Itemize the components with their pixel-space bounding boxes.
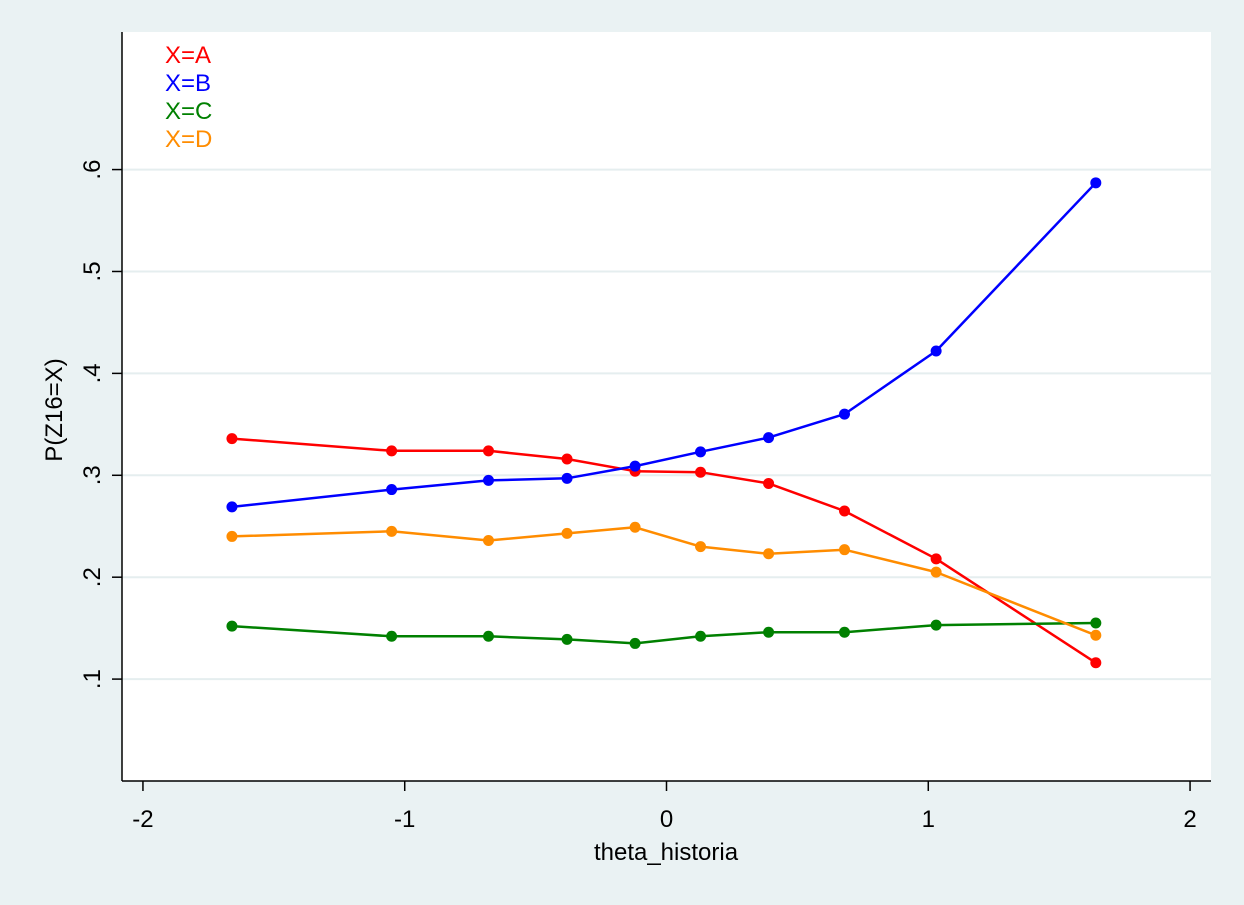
data-point <box>629 521 641 533</box>
series-x-c <box>226 617 1102 649</box>
data-point <box>226 433 238 445</box>
grid-lines <box>122 168 1211 681</box>
legend-entry: X=C <box>165 98 212 125</box>
series-line <box>231 526 1097 637</box>
series-layer <box>226 177 1102 669</box>
axes-ticks: .1 .2 .3 .4 .5 .6 -2 -1 0 1 2 <box>79 160 1197 833</box>
data-point <box>930 345 942 357</box>
y-tick-label: .2 <box>79 567 106 587</box>
series-line <box>231 621 1096 645</box>
data-point <box>839 544 851 556</box>
x-tick-label: 0 <box>660 806 673 833</box>
y-tick-label: .5 <box>79 261 106 281</box>
legend-entry: X=B <box>165 70 211 97</box>
series-x-b <box>226 177 1102 513</box>
data-point <box>1090 177 1102 189</box>
data-point <box>763 626 775 638</box>
series-line <box>231 181 1097 509</box>
data-point <box>1090 657 1102 669</box>
data-point <box>561 633 573 645</box>
data-point <box>839 408 851 420</box>
data-point <box>763 548 775 560</box>
data-point <box>226 501 238 513</box>
x-tick-label: -2 <box>132 806 153 833</box>
data-point <box>763 432 775 444</box>
y-tick-label: .6 <box>79 160 106 180</box>
data-point <box>629 637 641 649</box>
data-point <box>695 541 707 553</box>
data-point <box>386 630 398 642</box>
data-point <box>1090 617 1102 629</box>
data-point <box>1090 629 1102 641</box>
legend: X=AX=BX=CX=D <box>165 42 212 153</box>
data-point <box>930 566 942 578</box>
data-point <box>930 553 942 565</box>
data-point <box>695 630 707 642</box>
legend-entry: X=D <box>165 126 212 153</box>
data-point <box>561 527 573 539</box>
data-point <box>226 530 238 542</box>
series-x-d <box>226 521 1102 641</box>
data-point <box>763 477 775 489</box>
data-point <box>561 453 573 465</box>
data-point <box>482 445 494 457</box>
data-point <box>482 474 494 486</box>
y-tick-label: .3 <box>79 465 106 485</box>
data-point <box>482 630 494 642</box>
data-point <box>629 460 641 472</box>
data-point <box>386 445 398 457</box>
data-point <box>695 446 707 458</box>
data-point <box>561 472 573 484</box>
y-tick-label: .1 <box>79 669 106 689</box>
data-point <box>930 619 942 631</box>
x-axis-title: theta_historia <box>594 839 739 866</box>
data-point <box>386 484 398 496</box>
data-point <box>482 535 494 547</box>
y-axis-title: P(Z16=X) <box>41 358 68 461</box>
plot-area <box>122 32 1211 781</box>
x-tick-label: 2 <box>1183 806 1196 833</box>
data-point <box>839 505 851 517</box>
x-tick-label: -1 <box>394 806 415 833</box>
data-point <box>226 620 238 632</box>
data-point <box>839 626 851 638</box>
x-tick-label: 1 <box>922 806 935 833</box>
data-point <box>695 466 707 478</box>
data-point <box>386 525 398 537</box>
series-x-a <box>226 433 1102 669</box>
series-line <box>231 437 1097 664</box>
y-tick-label: .4 <box>79 363 106 383</box>
legend-entry: X=A <box>165 42 211 69</box>
